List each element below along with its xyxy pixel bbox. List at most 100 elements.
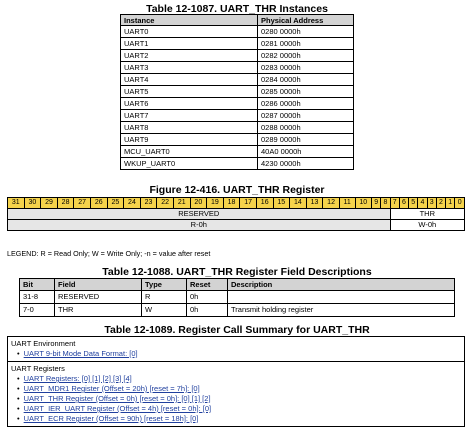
reference-link[interactable]: UART_ECR Register (Offset = 90h) [reset … (23, 414, 199, 423)
environment-heading: UART Environment (11, 339, 76, 348)
instance-cell: UART5 (120, 85, 258, 98)
field-reset-reserved: R-0h (7, 219, 391, 231)
bit-number-cell: 29 (40, 197, 58, 209)
bit-number-cell: 14 (289, 197, 307, 209)
column-header-type: Type (141, 278, 187, 291)
instances-table: Instance Physical Address UART0 0280 0000… (120, 14, 354, 170)
bit-cell: 7-0 (19, 303, 55, 317)
address-cell: 0287 0000h (257, 109, 354, 122)
bit-number-cell: 16 (255, 197, 274, 209)
bit-number-cell: 3 (426, 197, 437, 209)
type-cell: W (141, 303, 187, 317)
field-cell: RESERVED (54, 290, 142, 304)
bit-number-cell: 17 (239, 197, 257, 209)
reference-link[interactable]: UART Registers: [0] [1] [2] [3] [4] (23, 374, 132, 383)
environment-section: UART Environment • UART 9-bit Mode Data F… (7, 336, 465, 362)
table-row: 31-8 RESERVED R 0h (19, 290, 455, 304)
description-cell (227, 290, 455, 304)
reference-item: • UART 9-bit Mode Data Format: [0] (11, 349, 461, 359)
address-cell: 0284 0000h (257, 73, 354, 86)
table-row: UART9 0289 0000h (120, 133, 354, 146)
bit-number-row: 31 30 29 28 27 26 25 24 23 22 21 20 19 18 17 16 15 14 13 12… (7, 197, 465, 209)
address-cell: 0280 0000h (257, 25, 354, 38)
bit-number-cell: 8 (380, 197, 391, 209)
instance-cell: UART4 (120, 73, 258, 86)
instance-cell: UART6 (120, 97, 258, 110)
column-header-bit: Bit (19, 278, 55, 291)
column-header-reset: Reset (186, 278, 228, 291)
instance-cell: UART0 (120, 25, 258, 38)
column-header-instance: Instance (120, 14, 258, 26)
address-cell: 0288 0000h (257, 121, 354, 134)
field-name-thr: THR (389, 208, 466, 220)
reference-item: • UART_ECR Register (Offset = 90h) [reset… (11, 414, 461, 424)
bit-number-cell: 31 (7, 197, 25, 209)
field-reset-row: R-0h W-0h (7, 219, 466, 231)
bit-number-cell: 13 (305, 197, 324, 209)
field-cell: THR (54, 303, 142, 317)
table-row: UART2 0282 0000h (120, 49, 354, 62)
bit-number-cell: 25 (106, 197, 125, 209)
register-figure-title: Figure 12-416. UART_THR Register (149, 184, 325, 196)
bullet-icon: • (17, 394, 20, 403)
bit-number-cell: 24 (123, 197, 141, 209)
address-cell: 0282 0000h (257, 49, 354, 62)
reference-item: • UART_THR Register (Offset = 0h) [reset … (11, 394, 461, 404)
instance-cell: UART7 (120, 109, 258, 122)
instance-cell: UART2 (120, 49, 258, 62)
reference-item: • UART Registers: [0] [1] [2] [3] [4] (11, 374, 461, 384)
address-cell: 40A0 0000h (257, 145, 354, 158)
column-header-field: Field (54, 278, 142, 291)
bit-number-cell: 9 (371, 197, 382, 209)
bit-number-cell: 28 (56, 197, 75, 209)
table-row: UART3 0283 0000h (120, 61, 354, 74)
bullet-icon: • (17, 349, 20, 358)
field-name-reserved: RESERVED (7, 208, 391, 220)
registers-section: UART Registers • UART Registers: [0] [1] … (7, 361, 465, 427)
fields-table-title: Table 12-1088. UART_THR Register Field D… (102, 266, 372, 278)
instance-cell: UART9 (120, 133, 258, 146)
register-figure: 31 30 29 28 27 26 25 24 23 22 21 20 19 18 17 16 15 14 13 12… (7, 197, 466, 231)
instance-cell: UART8 (120, 121, 258, 134)
bit-number-cell: 4 (417, 197, 428, 209)
fields-table: Bit Field Type Reset Description 31-8 RES… (19, 278, 455, 317)
address-cell: 0285 0000h (257, 85, 354, 98)
column-header-description: Description (227, 278, 455, 291)
bit-number-cell: 21 (172, 197, 191, 209)
description-cell: Transmit holding register (227, 303, 455, 317)
bit-number-cell: 27 (73, 197, 91, 209)
reference-link[interactable]: UART_THR Register (Offset = 0h) [reset =… (23, 394, 211, 403)
table-row: UART0 0280 0000h (120, 25, 354, 38)
bit-cell: 31-8 (19, 290, 55, 304)
reset-cell: 0h (186, 290, 228, 304)
reference-link[interactable]: UART 9-bit Mode Data Format: [0] (23, 349, 138, 358)
bit-number-cell: 23 (139, 197, 158, 209)
address-cell: 0281 0000h (257, 37, 354, 50)
bullet-icon: • (17, 414, 20, 423)
reference-link[interactable]: UART_MDR1 Register (Offset = 20h) [reset… (23, 384, 200, 393)
bit-number-cell: 30 (23, 197, 42, 209)
bullet-icon: • (17, 404, 20, 413)
instances-table-title: Table 12-1087. UART_THR Instances (146, 3, 328, 15)
table-row: UART5 0285 0000h (120, 85, 354, 98)
reference-link[interactable]: UART_IER_UART Register (Offset = 4h) [re… (23, 404, 212, 413)
instance-cell: WKUP_UART0 (120, 157, 258, 170)
table-row: WKUP_UART0 4230 0000h (120, 157, 354, 170)
table-row: 7-0 THR W 0h Transmit holding register (19, 303, 455, 317)
bullet-icon: • (17, 374, 20, 383)
bit-number-cell: 1 (445, 197, 456, 209)
type-cell: R (141, 290, 187, 304)
table-row: MCU_UART0 40A0 0000h (120, 145, 354, 158)
instance-cell: UART3 (120, 61, 258, 74)
address-cell: 0286 0000h (257, 97, 354, 110)
instance-cell: UART1 (120, 37, 258, 50)
field-name-row: RESERVED THR (7, 208, 466, 220)
bit-number-cell: 5 (408, 197, 419, 209)
bit-number-cell: 12 (322, 197, 340, 209)
table-row: UART8 0288 0000h (120, 121, 354, 134)
call-summary-title: Table 12-1089. Register Call Summary for… (104, 324, 370, 336)
bit-number-cell: 6 (398, 197, 410, 209)
bit-number-cell: 18 (222, 197, 241, 209)
bit-number-cell: 19 (206, 197, 224, 209)
table-header-row: Instance Physical Address (120, 14, 354, 26)
